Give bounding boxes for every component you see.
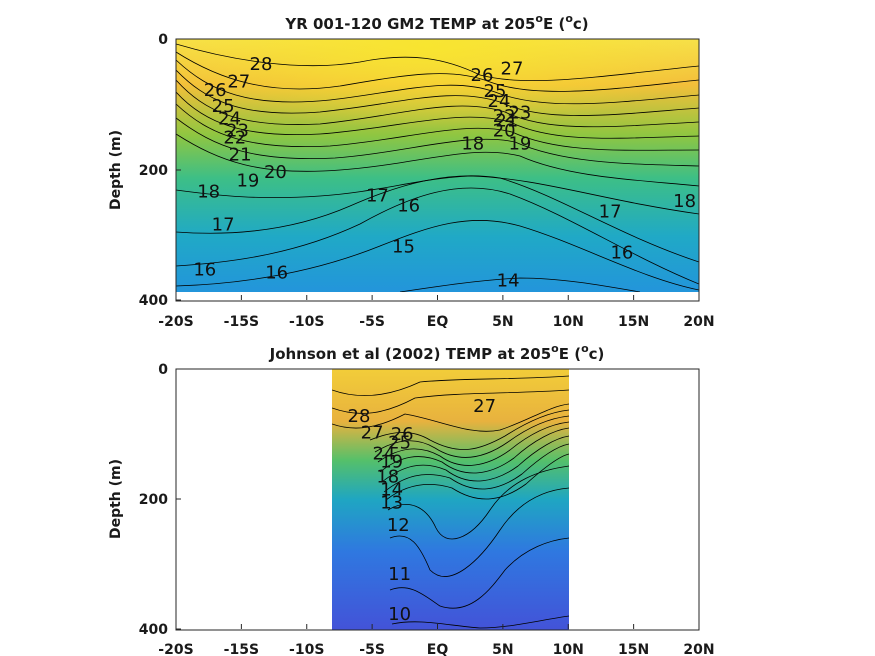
panel-2-xticks: -20S -15S -10S -5S EQ 5N 10N 15N 20N (158, 624, 715, 656)
contour-label: 13 (380, 492, 403, 513)
panel-1-yticks: 0 200 400 (139, 32, 181, 309)
contour-label: 27 (473, 396, 496, 417)
xtick-label: 20N (683, 314, 714, 330)
panel-2-title: Johnson et al (2002) TEMP at 205oE (oc) (269, 342, 605, 363)
contour-label: 14 (497, 270, 520, 291)
xtick-label: 5N (492, 314, 513, 330)
contour-label: 16 (193, 259, 216, 280)
contour-label: 16 (265, 263, 288, 284)
panel-1-ytick-label: 200 (139, 163, 168, 179)
contour-label: 27 (361, 423, 384, 444)
contour-label: 27 (501, 58, 524, 79)
xtick-label: -5S (359, 642, 385, 656)
contour-label: 15 (392, 237, 415, 258)
contour-label: 20 (493, 120, 516, 141)
contour-label: 10 (388, 604, 411, 625)
panel-1: YR 001-120 GM2 TEMP at 205oE (oc) 282726… (108, 12, 715, 330)
xtick-label: -15S (224, 642, 259, 656)
contour-label: 28 (348, 406, 371, 427)
contour-label: 19 (508, 133, 531, 154)
panel-1-title: YR 001-120 GM2 TEMP at 205oE (oc) (284, 12, 588, 33)
xtick-label: 15N (618, 642, 649, 656)
contour-label: 23 (508, 103, 531, 124)
panel-2-ylabel: Depth (m) (108, 459, 124, 539)
panel-2-yticks: 0 200 400 (139, 362, 181, 638)
panel-2-ytick-label: 0 (158, 362, 168, 378)
contour-label: 11 (388, 564, 411, 585)
xtick-label: EQ (427, 314, 449, 330)
contour-label: 17 (599, 201, 622, 222)
contour-label: 18 (376, 466, 399, 487)
panel-2-ytick-label: 200 (139, 492, 168, 508)
contour-label: 17 (366, 186, 389, 207)
panel-1-warm-pool (176, 39, 699, 189)
panel-2-ytick-label: 400 (139, 622, 168, 638)
contour-label: 17 (212, 214, 235, 235)
contour-label: 20 (264, 162, 287, 183)
contour-label: 18 (461, 133, 484, 154)
contour-label: 26 (391, 424, 414, 445)
contour-label: 19 (380, 451, 403, 472)
contour-label: 24 (488, 91, 511, 112)
xtick-label: -20S (158, 642, 193, 656)
panel-2: Johnson et al (2002) TEMP at 205oE (oc) … (108, 342, 715, 656)
panel-1-ylabel: Depth (m) (108, 130, 124, 210)
contour-label: 21 (229, 145, 252, 166)
contour-label: 27 (227, 71, 250, 92)
contour-label: 22 (493, 106, 516, 127)
xtick-label: -10S (289, 314, 324, 330)
xtick-label: 10N (553, 314, 584, 330)
contour-label: 25 (484, 81, 507, 102)
contour-label: 25 (388, 432, 411, 453)
contour-label: 24 (218, 109, 241, 130)
contour-label: 18 (673, 191, 696, 212)
panel-1-ytick-label: 400 (139, 293, 168, 309)
contour-label: 16 (610, 242, 633, 263)
contour-label: 14 (380, 479, 403, 500)
contour-label: 26 (471, 65, 494, 86)
xtick-label: 20N (683, 642, 714, 656)
xtick-label: -20S (158, 314, 193, 330)
xtick-label: -5S (359, 314, 385, 330)
panel-2-contour-lines (332, 375, 569, 629)
panel-1-contour-lines (176, 43, 699, 292)
panel-1-xticks: -20S -15S -10S -5S EQ 5N 10N 15N 20N (158, 295, 715, 330)
contour-label: 19 (236, 171, 259, 192)
xtick-label: 5N (492, 642, 513, 656)
xtick-label: -15S (224, 314, 259, 330)
panel-1-ytick-label: 0 (158, 32, 168, 48)
contour-label: 24 (372, 444, 395, 465)
contour-label: 22 (223, 128, 246, 149)
contour-label: 12 (387, 515, 410, 536)
contour-label: 18 (197, 182, 220, 203)
contour-label: 23 (226, 120, 249, 141)
contour-label: 26 (204, 80, 227, 101)
xtick-label: EQ (427, 642, 449, 656)
xtick-label: 15N (618, 314, 649, 330)
xtick-label: -10S (289, 642, 324, 656)
contour-label: 28 (250, 54, 273, 75)
xtick-label: 10N (553, 642, 584, 656)
contour-label: 16 (397, 195, 420, 216)
contour-label: 25 (212, 96, 235, 117)
contour-label: 21 (495, 111, 518, 132)
